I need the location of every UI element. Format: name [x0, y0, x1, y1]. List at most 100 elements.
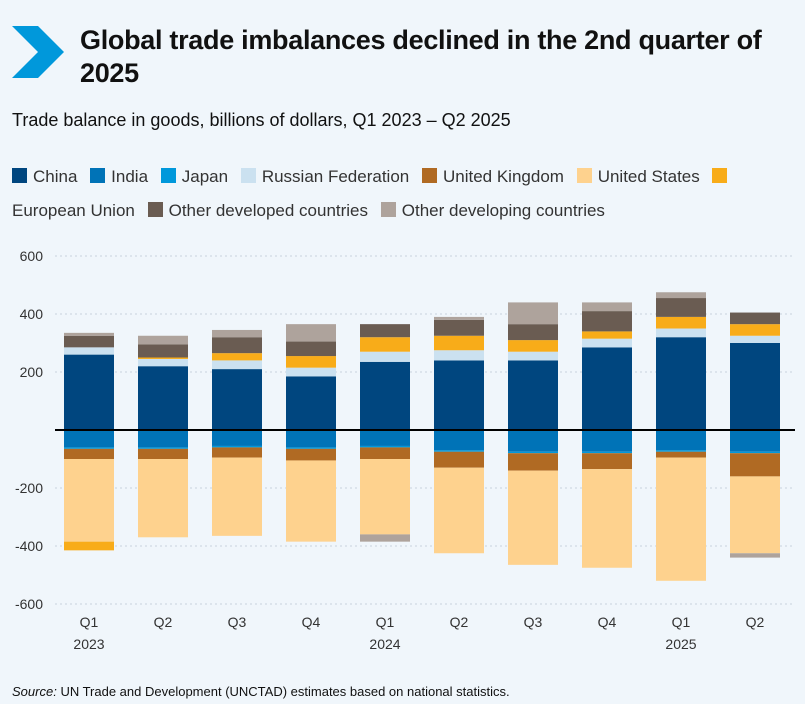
bar-segment	[212, 445, 262, 448]
bar-segment	[138, 447, 188, 449]
legend-item: United Kingdom	[421, 167, 564, 186]
x-year-label: 2024	[369, 636, 400, 652]
x-tick-label: Q2	[154, 614, 173, 630]
source-note: Source: UN Trade and Development (UNCTAD…	[12, 684, 510, 699]
legend-label: United Kingdom	[442, 167, 564, 186]
bar-segment	[360, 324, 410, 338]
bar-segment	[434, 335, 484, 351]
legend-label: Japan	[181, 167, 229, 186]
bar-segment	[360, 430, 410, 446]
bar-segment	[656, 451, 706, 458]
legend-swatch	[380, 202, 396, 217]
bar-segment	[434, 350, 484, 361]
chevron-right-icon	[12, 26, 64, 78]
bar-segment	[138, 344, 188, 358]
bar-segment	[582, 469, 632, 568]
legend-item: India	[90, 167, 148, 186]
bar-segment	[582, 331, 632, 339]
bar-segment	[656, 457, 706, 581]
bar-segment	[64, 541, 114, 551]
legend-label: India	[111, 167, 149, 186]
bar-segment	[64, 354, 114, 430]
bar-segment	[360, 361, 410, 430]
bar-segment	[508, 451, 558, 454]
bar-segment	[212, 353, 262, 361]
x-tick-label: Q1	[80, 614, 99, 630]
legend-swatch	[90, 168, 106, 183]
legend-item: Japan	[160, 167, 229, 186]
legend-label: China	[33, 167, 78, 186]
bar-segment	[434, 450, 484, 452]
bar-segment	[656, 450, 706, 452]
y-tick-label: 200	[20, 364, 44, 380]
bar-segment	[64, 347, 114, 355]
bar-segment	[286, 324, 336, 342]
x-year-label: 2023	[73, 636, 104, 652]
x-tick-label: Q4	[302, 614, 321, 630]
bar-segment	[508, 470, 558, 565]
bar-segment	[730, 476, 780, 554]
bar-segment	[582, 430, 632, 452]
bar-segment	[212, 360, 262, 370]
legend-item: China	[12, 167, 77, 186]
legend-item: United States	[576, 167, 700, 186]
bar-segment	[730, 430, 780, 452]
bar-segment	[286, 376, 336, 430]
legend-label: European Union	[12, 201, 135, 220]
bar-segment	[64, 332, 114, 336]
bar-segment	[138, 358, 188, 367]
stacked-bar-chart: 600 400 200 -200 -400 -600 Q1 2023 Q2 Q3 Q4 Q1 2024 Q…	[15, 248, 795, 652]
bar-segment	[212, 430, 262, 446]
bar-segment	[360, 445, 410, 448]
bar-segment	[212, 457, 262, 536]
legend-item: Other developing countries	[380, 201, 605, 220]
bar-segment	[656, 337, 706, 430]
bar-segment	[434, 451, 484, 468]
legend-swatch	[160, 168, 176, 183]
bar-segment	[730, 343, 780, 430]
legend-swatch	[712, 168, 728, 183]
x-tick-label: Q2	[746, 614, 765, 630]
legend-item: Other developed countries	[147, 201, 369, 220]
bar-segment	[582, 453, 632, 470]
legend-swatch	[240, 168, 256, 183]
legend: China India Japan Russian Federation Uni…	[12, 160, 792, 228]
bar-segment	[286, 447, 336, 449]
legend-swatch	[421, 168, 437, 183]
chart-header: Global trade imbalances declined in the …	[12, 24, 802, 94]
bar-segment	[656, 328, 706, 338]
bar-segment	[582, 302, 632, 312]
bar-segment	[286, 367, 336, 377]
bar-segment	[582, 347, 632, 430]
bar-segment	[286, 356, 336, 368]
bar-segment	[360, 351, 410, 362]
bar-segment	[508, 324, 558, 341]
bar-segment	[286, 448, 336, 461]
bar-segment	[656, 316, 706, 329]
bar-segment	[138, 448, 188, 459]
bar-segment	[582, 338, 632, 348]
legend-item: European Union	[12, 167, 733, 220]
bar-segment	[434, 360, 484, 430]
legend-label: Other developing countries	[401, 201, 605, 220]
x-tick-label: Q1	[376, 614, 395, 630]
bar-segment	[212, 329, 262, 338]
bar-segment	[656, 292, 706, 299]
legend-label: Other developed countries	[168, 201, 369, 220]
x-tick-label: Q1	[672, 614, 691, 630]
bar-segment	[212, 369, 262, 430]
bar-segment	[64, 448, 114, 459]
legend-label: United States	[597, 167, 700, 186]
x-tick-label: Q2	[450, 614, 469, 630]
bar-segment	[582, 311, 632, 332]
chart-title: Global trade imbalances declined in the …	[80, 25, 762, 88]
bar-segment	[64, 335, 114, 348]
y-tick-label: -600	[15, 596, 43, 612]
bar-segment	[138, 430, 188, 448]
source-text: UN Trade and Development (UNCTAD) estima…	[60, 684, 510, 699]
bar-segment	[730, 335, 780, 343]
bar-segment	[730, 324, 780, 336]
bar-segment	[508, 302, 558, 325]
bar-segment	[64, 459, 114, 542]
bar-segment	[360, 337, 410, 352]
